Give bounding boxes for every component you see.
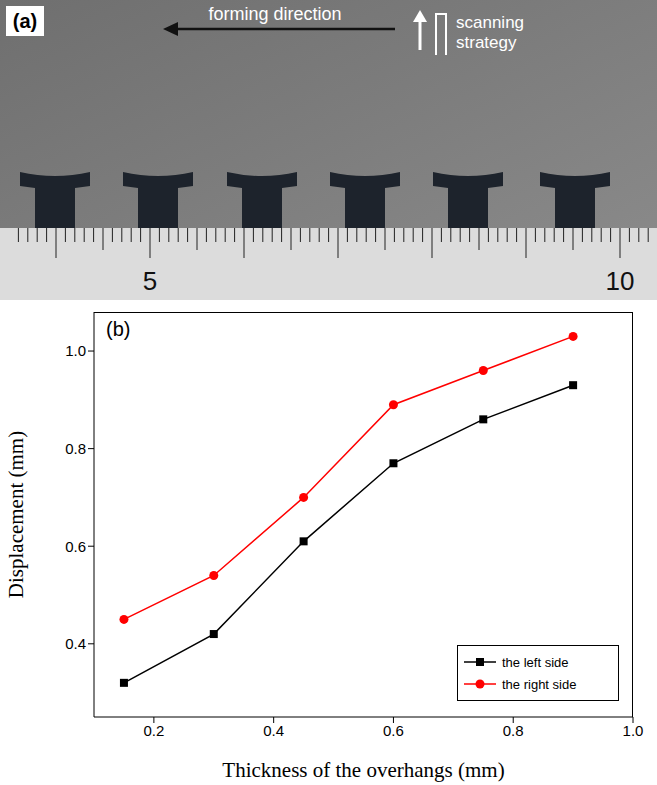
- html-text:the right side: the right side: [502, 676, 577, 692]
- svg-text:0.6: 0.6: [65, 538, 86, 555]
- svg-text:5: 5: [143, 266, 157, 296]
- svg-text:Thickness of the overhangs (mm: Thickness of the overhangs (mm): [222, 758, 504, 782]
- svg-text:strategy: strategy: [456, 33, 517, 52]
- svg-text:0.6: 0.6: [383, 722, 404, 739]
- html-text:the left side: the left side: [502, 654, 569, 670]
- svg-text:1.0: 1.0: [65, 342, 86, 359]
- svg-text:scanning: scanning: [456, 13, 524, 32]
- svg-text:10: 10: [606, 266, 635, 296]
- svg-text:(a): (a): [13, 10, 37, 32]
- svg-text:0.4: 0.4: [65, 635, 86, 652]
- svg-text:0.8: 0.8: [65, 440, 86, 457]
- svg-text:1.0: 1.0: [623, 722, 644, 739]
- svg-text:0.8: 0.8: [503, 722, 524, 739]
- svg-text:0.4: 0.4: [263, 722, 284, 739]
- svg-text:forming direction: forming direction: [208, 4, 341, 24]
- svg-text:0.2: 0.2: [143, 722, 164, 739]
- html-text:(b): (b): [106, 318, 131, 340]
- svg-text:Displacement (mm): Displacement (mm): [4, 431, 28, 598]
